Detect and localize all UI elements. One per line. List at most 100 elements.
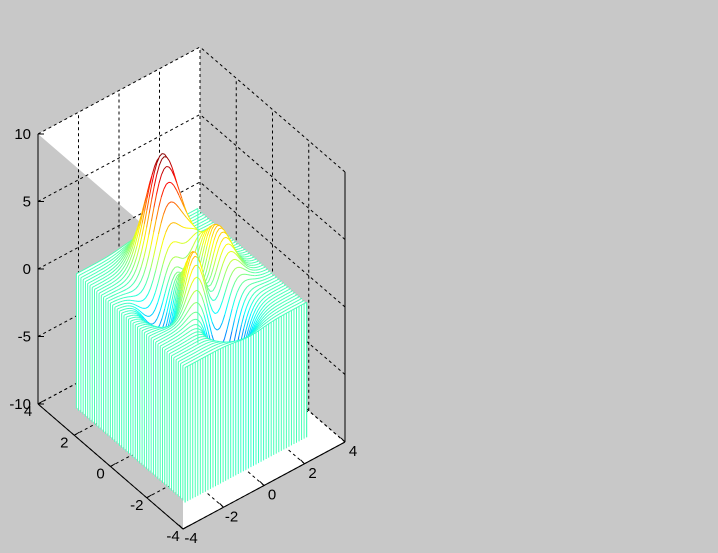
surface-segment: [285, 286, 289, 289]
surface-segment: [155, 234, 159, 246]
surface-segment: [259, 318, 263, 323]
surface-segment: [183, 357, 187, 360]
surface-segment: [211, 342, 214, 345]
surface-segment: [218, 342, 222, 345]
surface-segment: [253, 264, 257, 266]
surface-segment: [122, 300, 126, 302]
surface-segment: [182, 277, 186, 291]
surface-segment: [161, 156, 165, 160]
surface-segment: [261, 315, 266, 319]
surface-segment: [279, 305, 283, 308]
surface-segment: [172, 256, 176, 259]
surface-segment: [178, 356, 182, 359]
surface-segment: [207, 287, 211, 292]
surface-segment: [269, 301, 274, 305]
surface-segment: [253, 302, 257, 308]
surface-segment: [169, 270, 174, 277]
surface-segment: [214, 295, 219, 301]
surface-segment: [193, 289, 197, 293]
surface-segment: [99, 281, 103, 284]
surface-segment: [271, 313, 275, 317]
surface-segment: [225, 236, 229, 240]
surface-segment: [189, 344, 193, 347]
surface-segment: [105, 264, 109, 268]
surface-segment: [192, 240, 197, 247]
surface-segment: [103, 295, 107, 298]
surface-segment: [128, 314, 132, 317]
surface-segment: [257, 305, 262, 311]
surface-segment: [225, 252, 229, 258]
surface-segment: [132, 305, 136, 308]
surface-segment: [116, 251, 120, 254]
surface-segment: [142, 323, 146, 326]
surface-segment: [174, 271, 178, 276]
surface-segment: [242, 264, 246, 268]
surface-segment: [203, 328, 207, 337]
surface-segment: [97, 279, 101, 282]
surface-segment: [174, 338, 178, 342]
surface-segment: [287, 294, 291, 298]
surface-segment: [274, 279, 278, 282]
surface-segment: [199, 215, 203, 218]
surface-segment: [232, 251, 237, 255]
surface-segment: [282, 300, 286, 304]
surface-segment: [286, 308, 290, 311]
surface-segment: [105, 261, 110, 264]
surface-segment: [187, 237, 192, 242]
surface-segment: [115, 288, 119, 292]
surface-segment: [184, 275, 188, 287]
surface-segment: [131, 239, 136, 248]
surface-segment: [130, 290, 134, 293]
surface-segment: [289, 296, 293, 299]
surface-segment: [248, 304, 252, 312]
surface-segment: [264, 281, 268, 284]
surface-segment: [243, 261, 247, 265]
surface-segment: [111, 254, 115, 258]
surface-segment: [130, 282, 135, 287]
surface-segment: [100, 274, 104, 278]
surface-segment: [128, 317, 132, 320]
surface-segment: [85, 279, 89, 283]
surface-segment: [219, 322, 223, 329]
surface-segment: [173, 202, 177, 205]
surface-segment: [256, 260, 260, 263]
surface-segment: [98, 259, 102, 262]
surface-segment: [269, 272, 273, 275]
surface-segment: [132, 303, 136, 306]
surface-segment: [267, 273, 271, 276]
surface-segment: [195, 356, 199, 360]
surface-segment: [173, 222, 177, 224]
surface-segment: [153, 174, 158, 187]
surface-segment: [175, 327, 179, 331]
surface-segment: [261, 289, 265, 293]
surface-segment: [177, 337, 181, 340]
surface-segment: [173, 355, 177, 359]
surface-segment: [172, 343, 176, 347]
surface-segment: [179, 282, 184, 297]
surface-segment: [217, 307, 221, 313]
surface-segment: [83, 267, 87, 271]
tick-x: [340, 437, 346, 443]
surface-segment: [150, 257, 154, 268]
surface-segment: [188, 314, 192, 318]
surface-segment: [179, 297, 183, 307]
surface-segment: [205, 272, 210, 281]
surface-segment: [210, 267, 214, 277]
surface-segment: [238, 309, 243, 319]
surface-segment: [183, 313, 187, 319]
surface-segment: [169, 280, 173, 289]
surface-segment: [185, 257, 189, 266]
surface-segment: [214, 223, 218, 226]
surface-segment: [250, 314, 254, 322]
surface-segment: [135, 320, 139, 323]
surface-segment: [172, 266, 176, 271]
surface-segment: [108, 263, 112, 266]
surface-segment: [122, 252, 127, 258]
surface-segment: [233, 244, 237, 247]
surface-segment: [253, 327, 258, 331]
surface-segment: [151, 330, 155, 333]
surface-segment: [140, 318, 144, 321]
surface-segment: [270, 298, 274, 301]
surface-segment: [126, 254, 131, 261]
surface-segment: [214, 327, 218, 331]
